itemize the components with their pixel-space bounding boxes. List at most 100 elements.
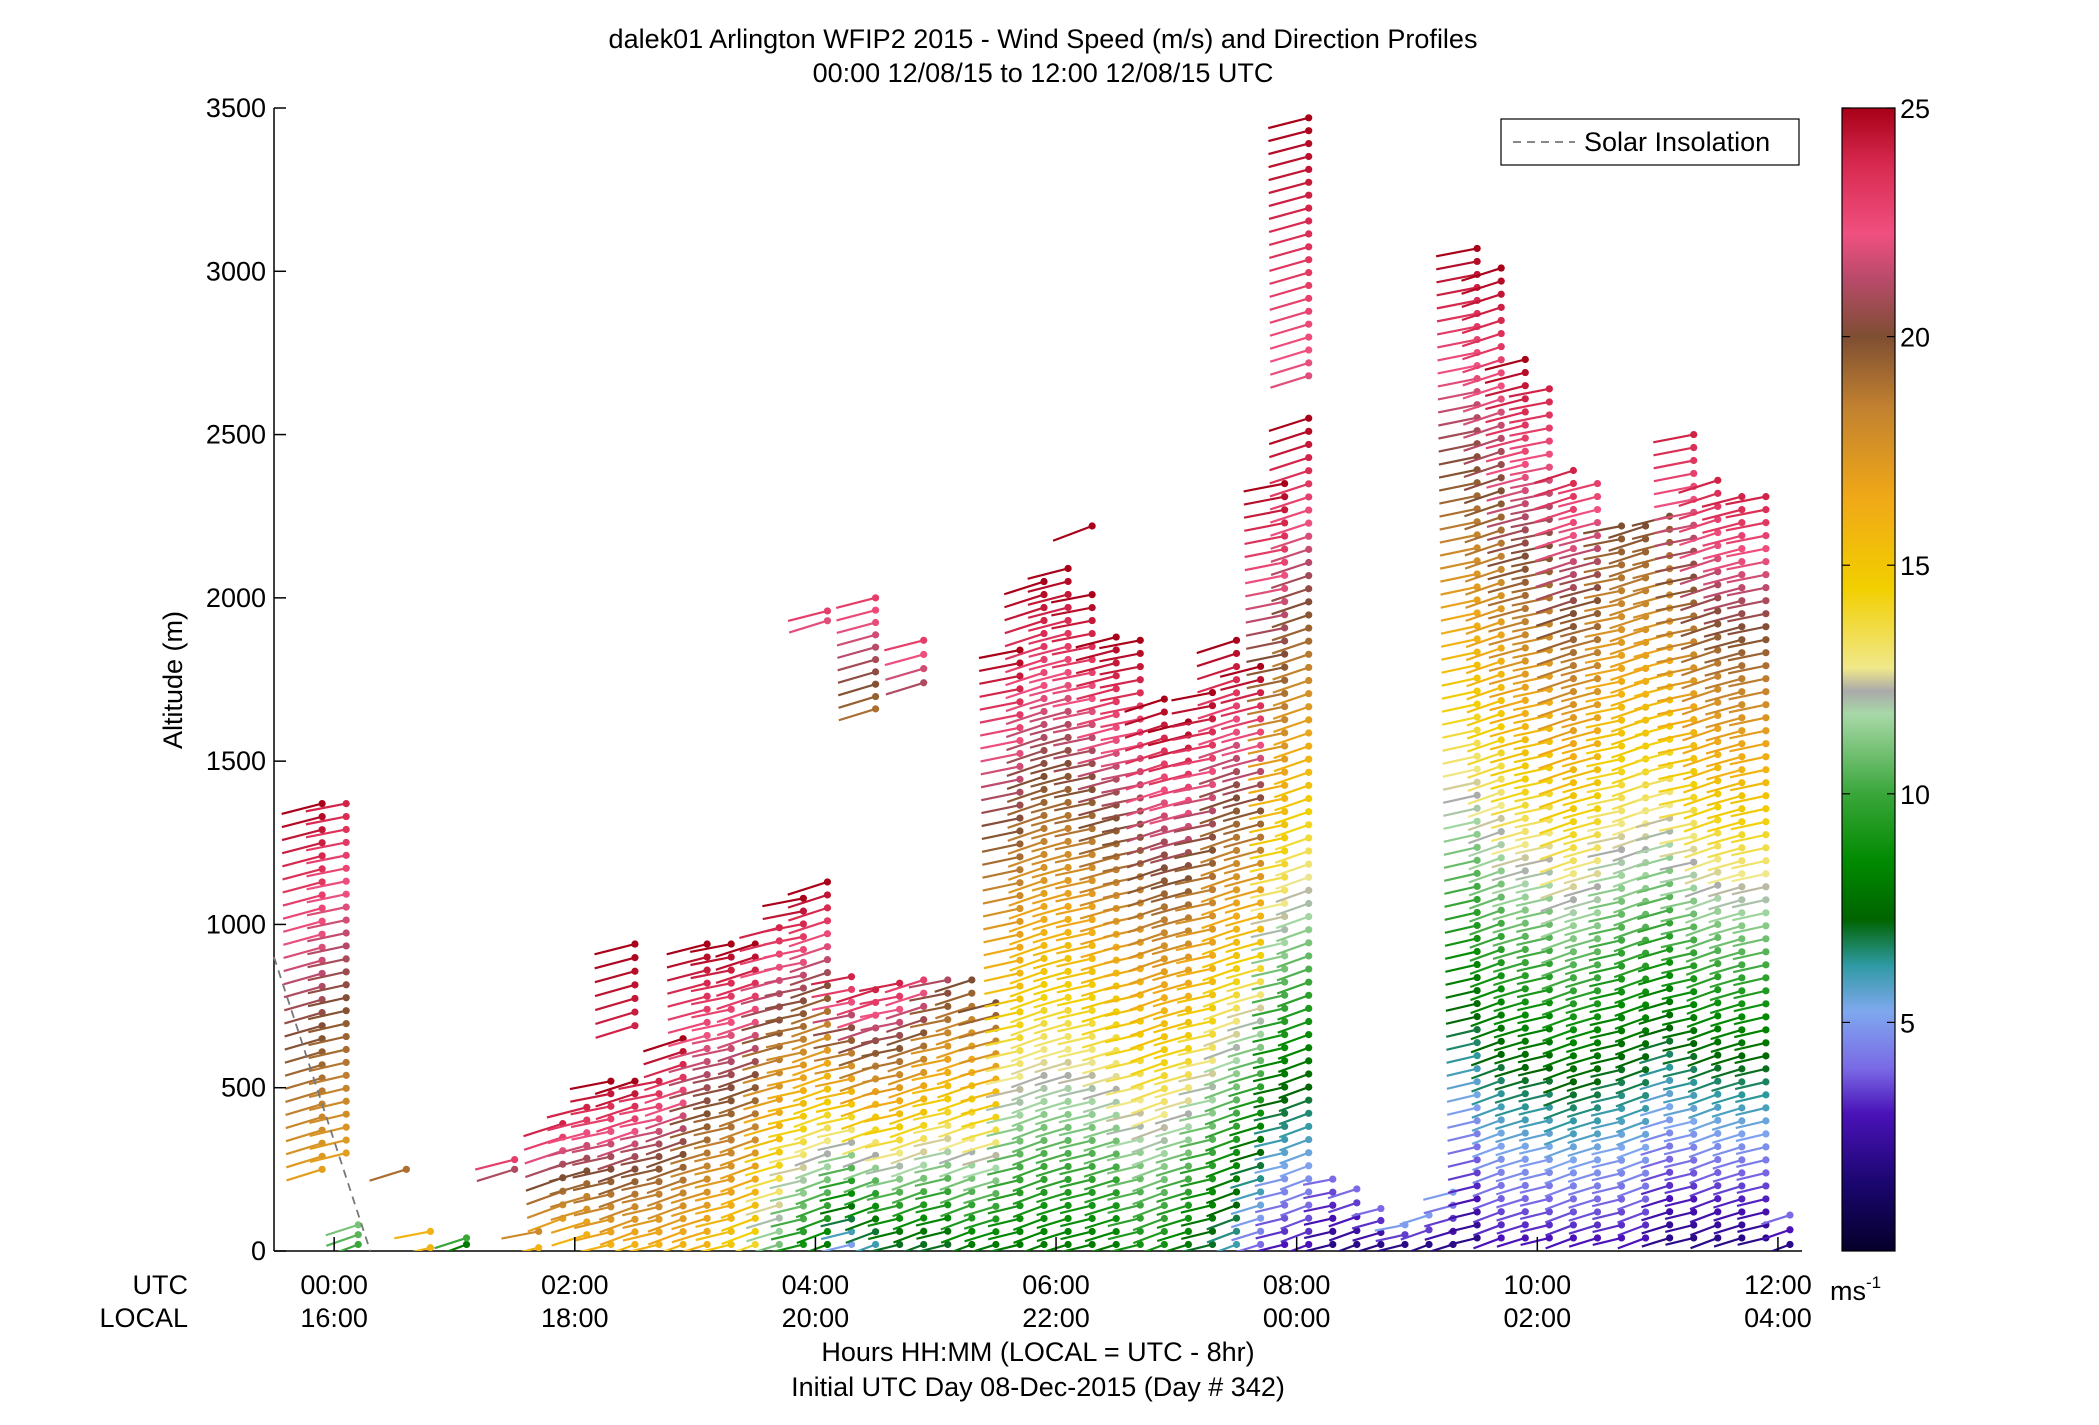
- wind-barb-point: [1256, 1030, 1265, 1038]
- wind-barb-staff: [957, 1001, 997, 1014]
- wind-barb-point: [896, 979, 904, 987]
- wind-barb-point: [1521, 683, 1529, 691]
- wind-barb-staff: [1010, 1022, 1045, 1037]
- wind-barb-point: [679, 1137, 687, 1146]
- wind-barb-staff: [1268, 430, 1310, 446]
- wind-barb-point: [1016, 1176, 1024, 1184]
- wind-barb-staff: [1174, 849, 1213, 860]
- wind-barb-point: [799, 1202, 807, 1210]
- wind-barb-point: [1738, 1091, 1746, 1099]
- wind-barb-staff: [1703, 638, 1743, 651]
- wind-barb-staff: [1568, 1210, 1598, 1222]
- wind-barb-point: [1256, 1201, 1265, 1209]
- wind-barb-point: [342, 955, 350, 963]
- wind-barb-staff: [1010, 1009, 1045, 1024]
- wind-barb-staff: [1279, 1151, 1310, 1165]
- wind-barb-point: [1617, 1234, 1626, 1242]
- wind-barb-point: [1160, 981, 1168, 989]
- wind-barb-point: [1569, 557, 1578, 566]
- wind-barb-point: [1281, 991, 1289, 999]
- wind-barb-staff: [866, 1191, 900, 1201]
- wind-barb-point: [1497, 893, 1505, 901]
- wind-barb-point: [679, 1228, 687, 1236]
- wind-barb-point: [1473, 557, 1481, 565]
- wind-barb-point: [1497, 539, 1505, 547]
- wind-barb-point: [992, 1215, 1000, 1223]
- wind-barb-staff: [1153, 1021, 1189, 1034]
- wind-barb-staff: [1635, 830, 1670, 842]
- wind-barb-point: [727, 1057, 735, 1066]
- wind-barb-staff: [939, 1177, 973, 1191]
- wind-barb-point: [1690, 1027, 1698, 1035]
- wind-barb-point: [1497, 487, 1505, 495]
- wind-barb-staff: [1269, 245, 1310, 259]
- wind-barb-staff: [1471, 1132, 1502, 1145]
- wind-barb-staff: [1148, 760, 1189, 773]
- wind-barb-staff: [1129, 1009, 1165, 1024]
- wind-barb-point: [920, 1187, 928, 1196]
- wind-barb-point: [992, 1177, 1000, 1185]
- wind-barb-point: [1256, 899, 1265, 907]
- wind-barb-point: [823, 1214, 832, 1223]
- wind-barb-staff: [1082, 1062, 1117, 1075]
- wind-barb-point: [1305, 152, 1313, 161]
- wind-barb-point: [1232, 689, 1241, 697]
- wind-barb-staff: [1655, 601, 1694, 612]
- wind-barb-point: [1569, 948, 1578, 956]
- wind-barb-point: [1160, 1188, 1168, 1197]
- wind-barb-staff: [1664, 1210, 1694, 1221]
- wind-barb-staff: [1199, 810, 1237, 825]
- wind-barb-staff: [669, 1099, 708, 1113]
- wind-barb-staff: [1079, 868, 1117, 881]
- wind-barb-point: [896, 1188, 904, 1196]
- wind-barb-point: [1497, 290, 1505, 298]
- wind-barb-point: [1281, 545, 1289, 553]
- wind-barb-staff: [1075, 635, 1117, 649]
- wind-barb-staff: [762, 910, 804, 921]
- wind-barb-point: [823, 904, 832, 912]
- wind-barb-staff: [1664, 1159, 1694, 1169]
- wind-barb-point: [1305, 1031, 1313, 1039]
- wind-barb-staff: [1328, 1215, 1358, 1228]
- wind-barb-point: [1232, 781, 1241, 789]
- wind-barb-staff: [768, 1140, 804, 1151]
- wind-barb-point: [1064, 668, 1072, 677]
- wind-barb-staff: [1470, 1040, 1502, 1054]
- wind-barb-point: [1256, 820, 1265, 828]
- wind-barb-point: [1497, 1116, 1505, 1124]
- wind-barb-staff: [1033, 1022, 1069, 1035]
- wind-barb-point: [1088, 1006, 1096, 1015]
- wind-barb-staff: [938, 1150, 973, 1165]
- wind-barb-point: [1593, 571, 1602, 579]
- wind-barb-point: [1497, 565, 1505, 574]
- wind-barb-staff: [285, 1102, 323, 1117]
- wind-barb-point: [1738, 1234, 1746, 1242]
- wind-barb-staff: [1100, 704, 1141, 715]
- wind-barb-point: [1088, 1097, 1096, 1106]
- wind-barb-point: [1064, 1162, 1072, 1171]
- wind-barb-staff: [1249, 876, 1285, 886]
- wind-barb-staff: [1104, 1020, 1141, 1031]
- wind-barb-staff: [1200, 875, 1237, 890]
- wind-barb-staff: [1198, 744, 1237, 759]
- wind-barb-staff: [1279, 1138, 1310, 1152]
- wind-barb-point: [1497, 841, 1505, 849]
- wind-barb-point: [1184, 1214, 1192, 1222]
- wind-barb-point: [920, 1201, 928, 1209]
- wind-barb-staff: [1536, 638, 1574, 653]
- wind-barb-staff: [1031, 827, 1069, 840]
- wind-barb-point: [1690, 1208, 1698, 1216]
- wind-barb-staff: [1614, 978, 1646, 992]
- wind-barb-staff: [1637, 974, 1670, 986]
- wind-barb-staff: [1487, 594, 1526, 607]
- wind-barb-staff: [962, 1179, 997, 1192]
- wind-barb-point: [1160, 695, 1168, 703]
- wind-barb-staff: [620, 1168, 660, 1179]
- wind-barb-staff: [1562, 807, 1598, 820]
- wind-barb-point: [1473, 830, 1481, 838]
- wind-barb-point: [1232, 676, 1241, 684]
- wind-barb-point: [992, 1100, 1000, 1109]
- wind-profile: [369, 1165, 410, 1182]
- wind-barb-staff: [1542, 1067, 1574, 1081]
